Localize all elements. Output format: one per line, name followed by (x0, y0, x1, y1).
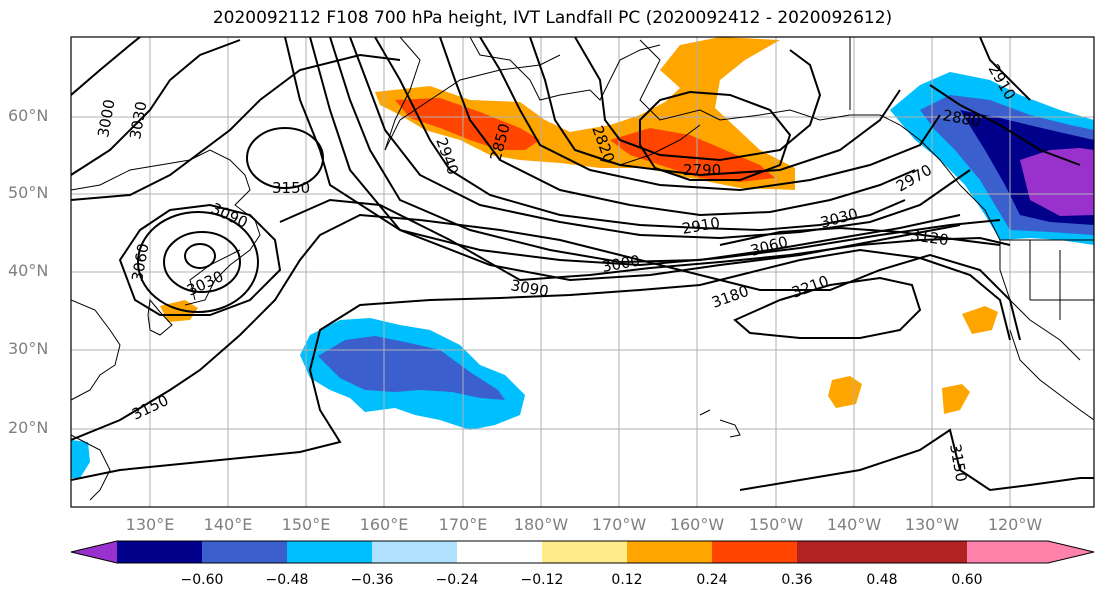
contour-2910-ne (979, 37, 1031, 101)
colorbar-tick: −0.24 (435, 572, 479, 588)
contour-label: 3150 (946, 443, 970, 484)
lat-label: 60°N (8, 106, 49, 125)
contour-label: 2790 (683, 161, 721, 179)
colorbar-seg (117, 541, 202, 563)
contour-low-3090 (118, 203, 282, 316)
colorbar-tick: 0.60 (951, 572, 983, 588)
chart-title: 2020092112 F108 700 hPa height, IVT Land… (212, 8, 893, 28)
contour-3060 (284, 37, 1001, 267)
colorbar-tick: 0.48 (866, 572, 898, 588)
contour-label: 3180 (709, 282, 751, 312)
contour-low-3030 (163, 231, 241, 293)
contour-3090 (279, 198, 1011, 282)
lon-label: 130°E (125, 515, 175, 534)
colorbar-extend-left (71, 541, 117, 563)
contour-label: 3210 (789, 272, 831, 302)
colorbar-seg (712, 541, 797, 563)
ivt-positive-east1 (962, 306, 998, 334)
lon-label: 150°E (281, 515, 331, 534)
colorbar-tick: 0.36 (781, 572, 813, 588)
ivt-positive-east3 (942, 384, 970, 414)
ivt-negative-sw (71, 440, 90, 478)
colorbar-seg (542, 541, 627, 563)
gridlines (71, 37, 1094, 507)
ivt-negative-central-inner (318, 336, 505, 400)
contour-label: 3120 (909, 226, 949, 249)
lon-label: 130°W (904, 515, 960, 534)
colorbar-seg (797, 541, 882, 563)
lat-label: 20°N (8, 418, 49, 437)
contour-3000-west (71, 37, 141, 96)
contour-3000 (329, 37, 961, 264)
colorbar-seg (287, 541, 372, 563)
lat-label: 30°N (8, 339, 49, 358)
contour-label: 3090 (208, 199, 250, 231)
ivt-negative-ne-purple (1020, 148, 1094, 216)
lon-label: 160°E (359, 515, 409, 534)
ivt-positive-aleutian-inner (395, 98, 775, 182)
contour-label: 2940 (432, 135, 462, 177)
lon-label: 170°E (438, 515, 488, 534)
colorbar-outline (70, 540, 1095, 564)
colorbar-tick: −0.60 (180, 572, 224, 588)
contour-low-3060 (137, 211, 259, 313)
colorbar-tick: −0.48 (265, 572, 309, 588)
contour-label: 2910 (681, 214, 722, 238)
contour-label: 3030 (126, 100, 150, 141)
colorbar-seg (457, 541, 542, 563)
height-contours (71, 37, 1094, 492)
lon-label: 180°W (513, 515, 569, 534)
contour-2820 (574, 37, 822, 162)
lon-label: 120°W (987, 515, 1043, 534)
lon-label: 160°W (669, 515, 725, 534)
lat-label: 50°N (8, 183, 49, 202)
contour-3150-east (739, 428, 1094, 492)
colorbar-tick: −0.12 (520, 572, 564, 588)
colorbar-seg (882, 541, 967, 563)
contour-label: 3060 (128, 242, 152, 283)
colorbar-seg (372, 541, 457, 563)
contour-2880-ne (929, 84, 1081, 166)
colorbar-tick: 0.12 (611, 572, 643, 588)
contour-2970 (349, 37, 971, 240)
contour-3180 (71, 248, 1011, 481)
lon-label: 150°W (748, 515, 804, 534)
colorbar-seg (627, 541, 712, 563)
lon-label: 140°W (826, 515, 882, 534)
contour-2880 (479, 37, 941, 192)
colorbar-tick: 0.24 (696, 572, 728, 588)
lon-label: 170°W (591, 515, 647, 534)
contour-label: 3000 (94, 98, 118, 139)
contour-2790 (639, 90, 792, 181)
coastlines (71, 37, 1094, 501)
contour-2910 (439, 37, 916, 217)
colorbar (70, 540, 1095, 564)
contour-label: 3150 (272, 179, 310, 197)
map-frame (70, 36, 1095, 508)
contour-3030-west (71, 39, 241, 176)
contour-3060-north (71, 53, 401, 201)
ivt-shading (71, 37, 1094, 478)
contour-low-inner (184, 243, 216, 269)
contour-3120 (719, 226, 1001, 246)
contour-label: 2970 (893, 161, 935, 196)
contour-2940 (374, 37, 906, 232)
colorbar-seg (202, 541, 287, 563)
colorbar-tick: −0.36 (350, 572, 394, 588)
contour-3150-south (71, 213, 1021, 441)
ivt-positive-east2 (828, 376, 862, 408)
lat-label: 40°N (8, 261, 49, 280)
lon-label: 140°E (203, 515, 253, 534)
contour-3210 (733, 276, 922, 339)
